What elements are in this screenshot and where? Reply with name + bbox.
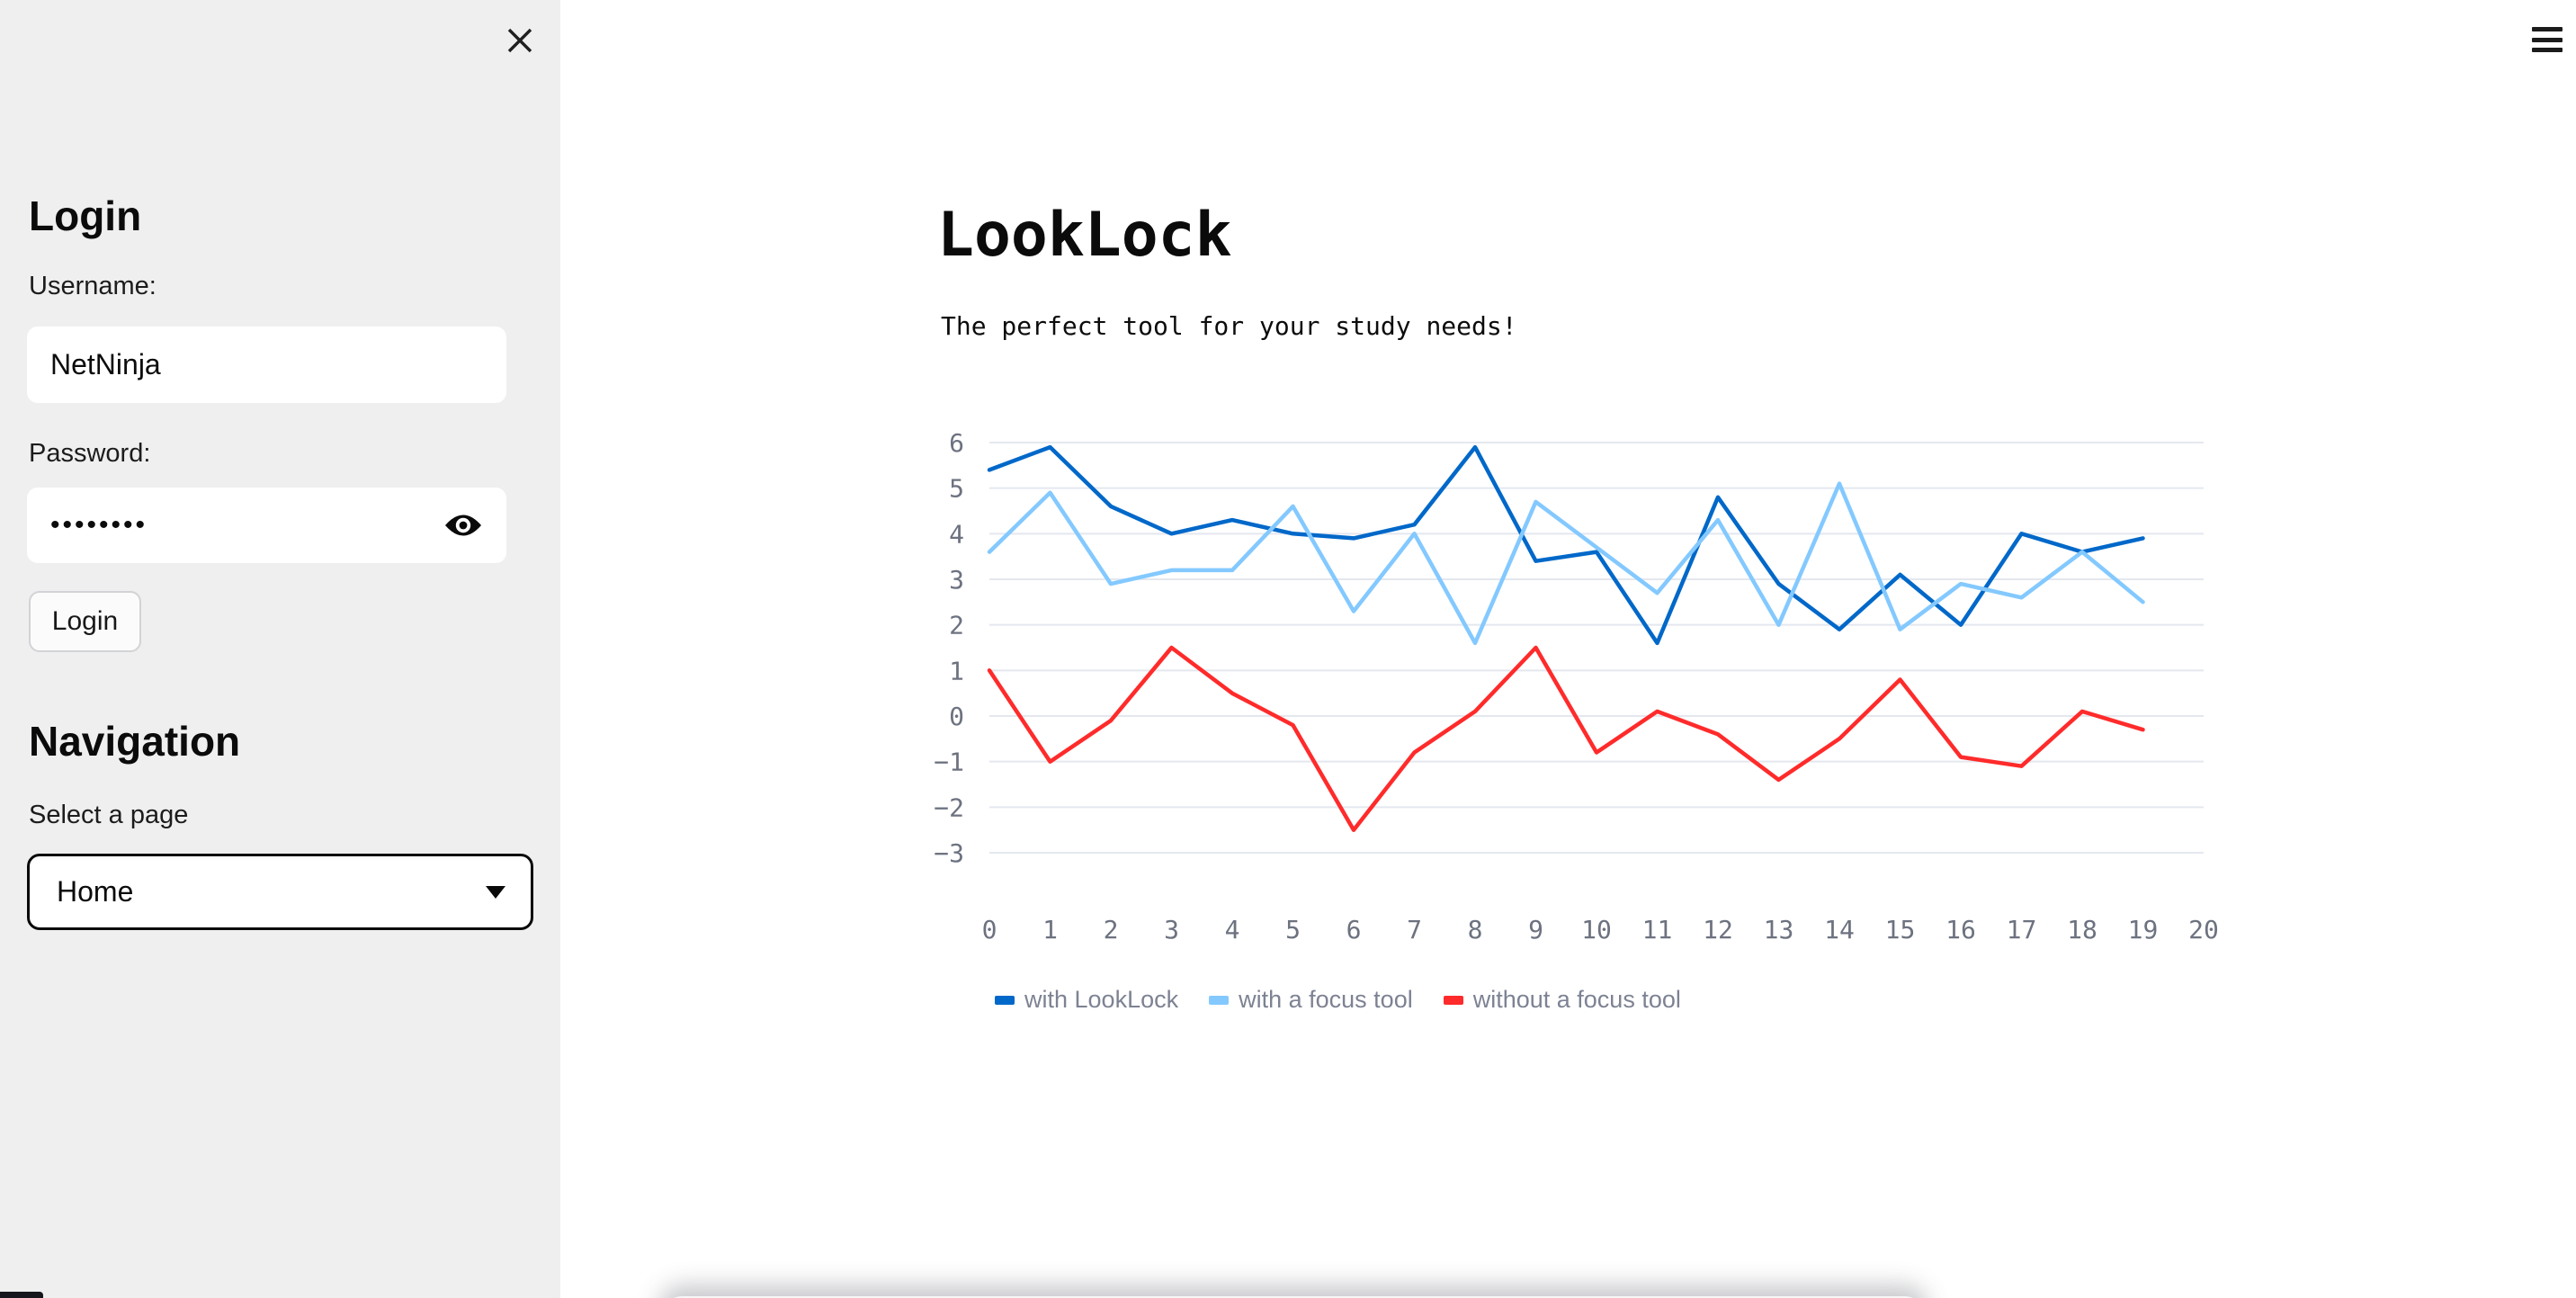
legend-swatch-icon [1209,995,1230,1005]
page-select-value: Home [57,875,134,908]
x-axis-tick-label: 16 [1945,915,1976,944]
corner-widget [0,1292,43,1298]
x-axis-tick-label: 6 [1346,915,1362,944]
x-axis-tick-label: 7 [1407,915,1422,944]
login-heading: Login [29,192,142,239]
legend-label: with LookLock [1024,986,1179,1013]
x-axis-tick-label: 8 [1468,915,1483,944]
password-field [27,488,506,563]
y-axis-tick-label: −3 [934,838,964,868]
x-axis-tick-label: 20 [2188,915,2219,944]
select-page-label: Select a page [29,801,189,829]
sidebar-close-button[interactable] [500,22,540,61]
x-axis-tick-label: 19 [2128,915,2159,944]
series-line [987,645,2145,832]
legend-label: with a focus tool [1239,986,1413,1013]
username-label: Username: [29,272,157,300]
x-axis-tick-label: 13 [1764,915,1794,944]
close-icon [507,28,532,52]
legend-label: without a focus tool [1472,986,1681,1013]
eye-icon [445,515,481,536]
x-axis-tick-label: 15 [1885,915,1916,944]
series-line [987,481,2145,646]
x-axis-tick-label: 0 [982,915,997,944]
y-axis-tick-label: 6 [949,428,964,458]
navigation-heading: Navigation [29,718,241,765]
legend-swatch-icon [1443,995,1463,1005]
legend-item: with a focus tool [1209,986,1413,1014]
sidebar: Login Username: Password: Login Navigati… [0,0,560,1298]
y-axis-tick-label: 5 [949,474,964,504]
login-button[interactable]: Login [29,591,141,652]
x-axis-tick-label: 5 [1285,915,1301,944]
x-axis-tick-label: 11 [1642,915,1673,944]
x-axis-tick-label: 12 [1703,915,1733,944]
chart-legend: with LookLock with a focus tool without a … [995,986,1681,1014]
chevron-down-icon [486,885,505,899]
legend-item: with LookLock [995,986,1178,1014]
menu-icon [2532,27,2563,31]
x-axis-tick-label: 9 [1528,915,1543,944]
hamburger-menu-button[interactable] [2532,27,2563,52]
page-subtitle: The perfect tool for your study needs! [941,311,1517,341]
x-axis-tick-label: 18 [2067,915,2097,944]
password-input[interactable] [27,488,506,563]
y-axis-tick-label: −1 [934,747,964,777]
legend-swatch-icon [995,995,1015,1005]
x-axis-tick-label: 1 [1042,915,1058,944]
legend-item: without a focus tool [1443,986,1681,1014]
x-axis-tick-label: 14 [1824,915,1855,944]
bottom-sheet-shadow [659,1296,1928,1298]
x-axis-tick-label: 10 [1581,915,1612,944]
x-axis-tick-label: 3 [1164,915,1179,944]
x-axis-tick-label: 4 [1225,915,1240,944]
y-axis-tick-label: −2 [934,792,964,822]
x-axis-tick-label: 2 [1104,915,1119,944]
page-title: LookLock [937,200,1232,271]
series-line [987,444,2145,646]
y-axis-tick-label: 4 [949,519,964,549]
y-axis-tick-label: 3 [949,565,964,595]
menu-icon [2532,37,2563,42]
menu-icon [2532,48,2563,52]
page-select[interactable]: Home [27,854,533,930]
y-axis-tick-label: 1 [949,656,964,685]
toggle-password-visibility-button[interactable] [440,507,487,543]
x-axis-tick-label: 17 [2007,915,2037,944]
password-label: Password: [29,439,151,468]
y-axis-tick-label: 0 [949,702,964,731]
y-axis-tick-label: 2 [949,611,964,640]
username-input[interactable] [27,327,506,403]
